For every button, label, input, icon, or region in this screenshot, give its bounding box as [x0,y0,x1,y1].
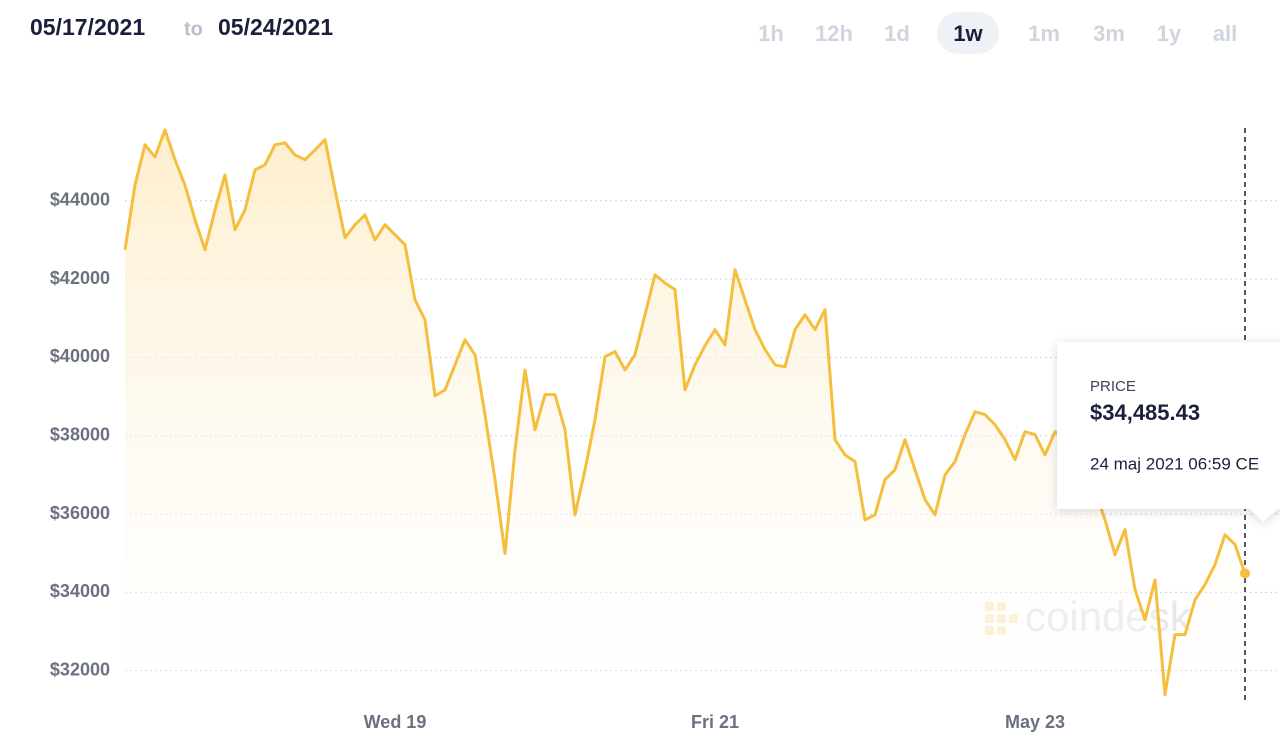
range-button[interactable]: 3m [1093,21,1125,46]
range-button[interactable]: 1d [884,21,910,46]
tooltip-value: $34,485.43 [1090,400,1200,425]
y-tick-label: $36000 [50,503,110,523]
tooltip: PRICE $34,485.43 24 maj 2021 06:59 CE [1057,342,1280,522]
tooltip-title: PRICE [1090,378,1136,395]
range-button[interactable]: 12h [815,21,853,46]
y-tick-label: $34000 [50,581,110,601]
hover-point [1240,568,1250,579]
tooltip-box [1057,342,1280,522]
y-tick-label: $40000 [50,346,110,366]
date-separator: to [184,18,203,40]
y-tick-label: $44000 [50,190,110,210]
x-tick-label: Fri 21 [691,712,739,732]
range-button[interactable]: 1h [758,21,784,46]
header: 05/17/2021 to 05/24/2021 [30,14,333,40]
y-tick-label: $42000 [50,268,110,288]
plot: $32000 $34000 $36000 $38000 $40000 $42000 $440… [50,128,1280,732]
range-button[interactable]: 1y [1157,21,1182,46]
tooltip-date: 24 maj 2021 06:59 CE [1090,454,1259,473]
range-selected-bg [937,12,999,54]
date-from: 05/17/2021 [30,14,145,40]
range-selector: 1h 12h 1d 1w 1m 3m 1y all [758,12,1237,54]
x-tick-label: May 23 [1005,712,1065,732]
y-tick-label: $38000 [50,424,110,444]
price-area [125,129,1245,701]
y-tick-label: $32000 [50,659,110,679]
date-to: 05/24/2021 [218,14,333,40]
range-button[interactable]: 1w [953,21,983,46]
x-tick-label: Wed 19 [364,712,427,732]
range-button[interactable]: 1m [1028,21,1060,46]
range-button[interactable]: all [1213,21,1237,46]
